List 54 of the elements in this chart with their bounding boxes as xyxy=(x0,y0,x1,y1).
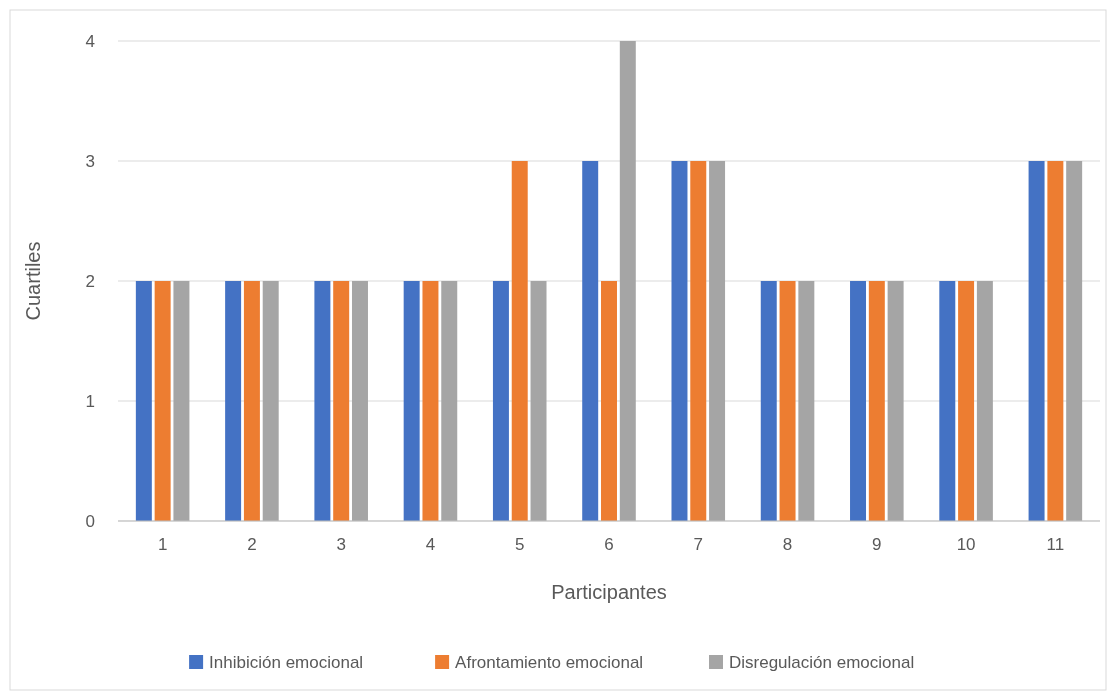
x-tick-label: 1 xyxy=(157,535,168,554)
x-tick-label: 10 xyxy=(956,535,976,554)
bar xyxy=(243,281,260,521)
bar xyxy=(601,281,617,521)
bar xyxy=(441,281,458,521)
bar xyxy=(582,161,599,521)
legend-label: Afrontamiento emocional xyxy=(455,652,644,672)
bar xyxy=(868,281,885,521)
bar xyxy=(403,281,420,521)
bar xyxy=(798,281,815,521)
x-tick-label: 3 xyxy=(336,535,346,554)
bar xyxy=(314,281,331,521)
legend-label: Disregulación emocional xyxy=(729,652,915,672)
bar xyxy=(779,281,796,521)
bar xyxy=(422,281,439,521)
x-tick-label: 2 xyxy=(247,535,257,554)
bar xyxy=(619,41,636,521)
bar xyxy=(135,281,152,521)
bar xyxy=(333,281,350,521)
bar xyxy=(1066,161,1083,521)
x-tick-label: 7 xyxy=(693,535,704,554)
bar xyxy=(530,281,547,521)
y-tick-label: 4 xyxy=(85,31,95,51)
bar xyxy=(939,281,956,521)
x-tick-label: 6 xyxy=(604,535,614,554)
bar xyxy=(709,161,726,521)
x-tick-label: 11 xyxy=(1046,535,1065,554)
bar xyxy=(958,281,975,521)
bar xyxy=(760,281,777,521)
y-tick-label: 2 xyxy=(85,271,95,291)
bar xyxy=(154,281,171,521)
bar xyxy=(173,281,190,521)
y-tick-label: 3 xyxy=(85,151,95,171)
bar xyxy=(351,281,368,521)
bar xyxy=(671,161,688,521)
x-tick-label: 9 xyxy=(872,535,882,554)
y-axis-title: Cuartiles xyxy=(22,241,44,321)
y-tick-label: 0 xyxy=(85,511,95,531)
bar xyxy=(225,281,242,521)
x-tick-label: 5 xyxy=(514,535,525,554)
x-axis-title: Participantes xyxy=(551,581,667,603)
y-tick-label: 1 xyxy=(85,391,95,411)
bar xyxy=(690,161,707,521)
bar xyxy=(492,281,509,521)
bar xyxy=(887,281,904,521)
x-tick-label: 4 xyxy=(425,535,436,554)
x-tick-label: 8 xyxy=(782,535,793,554)
bar xyxy=(262,281,279,521)
bar xyxy=(1047,161,1064,521)
legend-label: Inhibición emocional xyxy=(209,652,364,672)
bar xyxy=(850,281,867,521)
bar xyxy=(976,281,993,521)
bar xyxy=(511,161,528,521)
bar xyxy=(1028,161,1045,521)
